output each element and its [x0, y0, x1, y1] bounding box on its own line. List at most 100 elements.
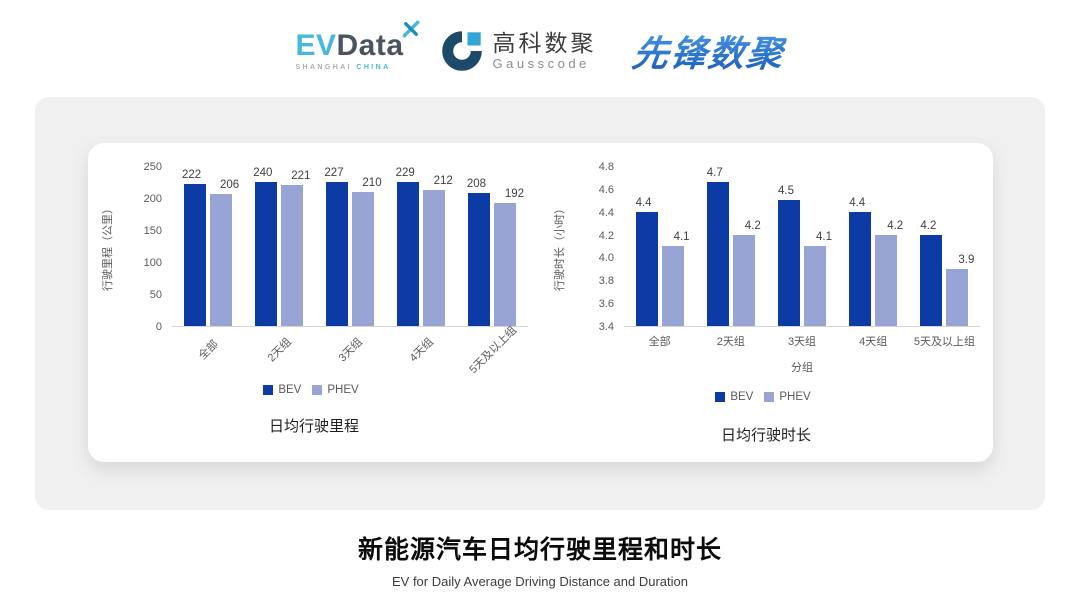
bar-with-label: 4.1	[661, 167, 690, 326]
bar-value-label: 4.5	[778, 185, 794, 198]
bar-group: 222 206	[172, 167, 243, 326]
gausscode-english-name: Gausscode	[492, 56, 590, 72]
chart-caption: 日均行驶里程	[268, 418, 359, 435]
evdata-shanghai-text: SHANGHAI	[295, 64, 352, 71]
bev-legend-swatch	[715, 392, 726, 402]
y-tick-label: 3.8	[598, 275, 614, 288]
bar-with-label: 3.9	[946, 167, 974, 326]
bar-with-label: 221	[280, 167, 310, 326]
bar-with-label: 4.2	[920, 167, 943, 326]
bar-with-label: 4.7	[706, 167, 729, 326]
evdata-subtext: SHANGHAI CHINA	[295, 64, 403, 71]
bar-value-label: 4.2	[920, 219, 937, 232]
evdata-x-icon	[402, 20, 419, 38]
gausscode-g-icon	[441, 31, 482, 71]
x-category-label: 全部	[648, 336, 671, 348]
bar-with-label: 4.2	[875, 167, 903, 326]
phev-legend-swatch	[312, 385, 323, 395]
bar-bev-4天组	[397, 182, 420, 326]
bar-with-label: 4.2	[732, 167, 761, 326]
bar-bev-全部	[635, 211, 658, 326]
bar-value-label: 3.9	[958, 253, 975, 266]
y-tick-label: 3.4	[598, 321, 614, 333]
bar-with-label: 222	[182, 167, 206, 326]
bar-bev-3天组	[326, 182, 348, 326]
x-axis-title: 分组	[791, 362, 813, 374]
bar-value-label: 208	[466, 177, 486, 190]
chart-caption: 日均行驶时长	[720, 427, 811, 444]
chart-legend: BEV PHEV	[540, 391, 992, 403]
gausscode-text: 高科数聚 Gausscode	[493, 31, 597, 71]
daily-duration-chart: 行驶时长（小时） 3.4 3.6 3.8 4.0 4.2 4.4 4.6 4.8 4.4 4.1…	[540, 143, 992, 462]
y-tick-label: 4.2	[598, 229, 614, 242]
x-category-label: 5天及以上组	[913, 336, 975, 348]
bar-group: 4.5 4.1	[766, 167, 837, 326]
bar-with-label: 229	[396, 167, 420, 326]
x-axis-labels: 全部 2天组 3天组 4天组 5天及以上组	[624, 333, 980, 349]
bar-phev-5天及以上组	[494, 203, 517, 326]
x-category-label: 3天组	[787, 336, 817, 348]
evdata-data-text: Data	[336, 29, 404, 62]
x-category-label: 3天组	[336, 336, 365, 365]
x-category-label: 全部	[196, 338, 221, 363]
bar-value-label: 212	[433, 175, 453, 188]
bar-value-label: 4.1	[673, 231, 690, 243]
bar-with-label: 240	[253, 167, 277, 326]
bar-with-label: 4.1	[804, 167, 832, 326]
bar-phev-5天及以上组	[946, 268, 969, 326]
bar-bev-2天组	[706, 182, 729, 326]
bar-value-label: 210	[362, 176, 382, 189]
phev-legend-label: PHEV	[327, 384, 359, 396]
bar-group: 4.4 4.2	[838, 167, 909, 326]
bar-bev-全部	[183, 183, 206, 326]
bar-with-label: 4.5	[778, 167, 800, 326]
bar-value-label: 206	[220, 179, 240, 192]
bar-group: 4.4 4.1	[624, 167, 695, 326]
bar-bev-5天及以上组	[920, 234, 943, 326]
y-tick-label: 0	[155, 321, 162, 333]
bar-value-label: 4.1	[816, 231, 832, 243]
y-tick-label: 4.4	[598, 206, 614, 219]
x-category-label: 2天组	[265, 336, 294, 365]
x-category-label: 2天组	[716, 336, 745, 348]
bar-group: 229 212	[386, 167, 457, 326]
x-category-label: 5天及以上组	[467, 324, 519, 377]
bar-phev-4天组	[423, 190, 446, 326]
bar-bev-4天组	[849, 211, 872, 326]
y-tick-label: 100	[143, 257, 162, 269]
gausscode-chinese-name: 高科数聚	[492, 30, 597, 57]
evdata-ev-text: EV	[295, 29, 337, 62]
bar-phev-3天组	[352, 191, 374, 326]
bar-with-label: 208	[466, 167, 491, 326]
bar-value-label: 4.4	[635, 196, 652, 209]
main-subtitle: EV for Daily Average Driving Distance an…	[391, 574, 689, 589]
bar-phev-全部	[661, 246, 684, 326]
chart-card: 行驶里程（公里） 0 50 100 150 200 250 222 206 240 221 227…	[88, 143, 993, 462]
bar-bev-2天组	[254, 182, 277, 326]
y-tick-label: 50	[149, 289, 162, 301]
daily-distance-chart: 行驶里程（公里） 0 50 100 150 200 250 222 206 240 221 227…	[88, 143, 540, 462]
bar-with-label: 4.4	[635, 167, 658, 326]
bar-value-label: 4.2	[744, 219, 761, 232]
bar-phev-3天组	[804, 246, 826, 326]
bar-value-label: 227	[324, 167, 344, 179]
bev-legend-label: BEV	[278, 384, 302, 396]
y-tick-label: 250	[143, 161, 162, 173]
x-category-label: 4天组	[407, 336, 437, 365]
main-title: 新能源汽车日均行驶里程和时长	[357, 536, 722, 564]
bar-group: 227 210	[314, 167, 385, 326]
y-tick-label: 200	[143, 193, 162, 205]
plot-area: 222 206 240 221 227 210 229 212 208 192	[172, 167, 528, 327]
bar-with-label: 212	[423, 167, 453, 326]
bar-value-label: 4.7	[706, 167, 723, 179]
outer-card: 行驶里程（公里） 0 50 100 150 200 250 222 206 240 221 227…	[35, 97, 1045, 510]
bar-with-label: 210	[352, 167, 382, 326]
bar-with-label: 4.4	[849, 167, 872, 326]
bar-phev-2天组	[732, 234, 755, 326]
bar-phev-2天组	[280, 184, 303, 326]
y-tick-label: 4.6	[598, 183, 614, 196]
bar-value-label: 4.4	[849, 196, 866, 209]
chart-legend: BEV PHEV	[88, 384, 540, 396]
evdata-logo: EVData SHANGHAI CHINA	[295, 20, 419, 71]
x-category-label: 4天组	[859, 336, 888, 348]
